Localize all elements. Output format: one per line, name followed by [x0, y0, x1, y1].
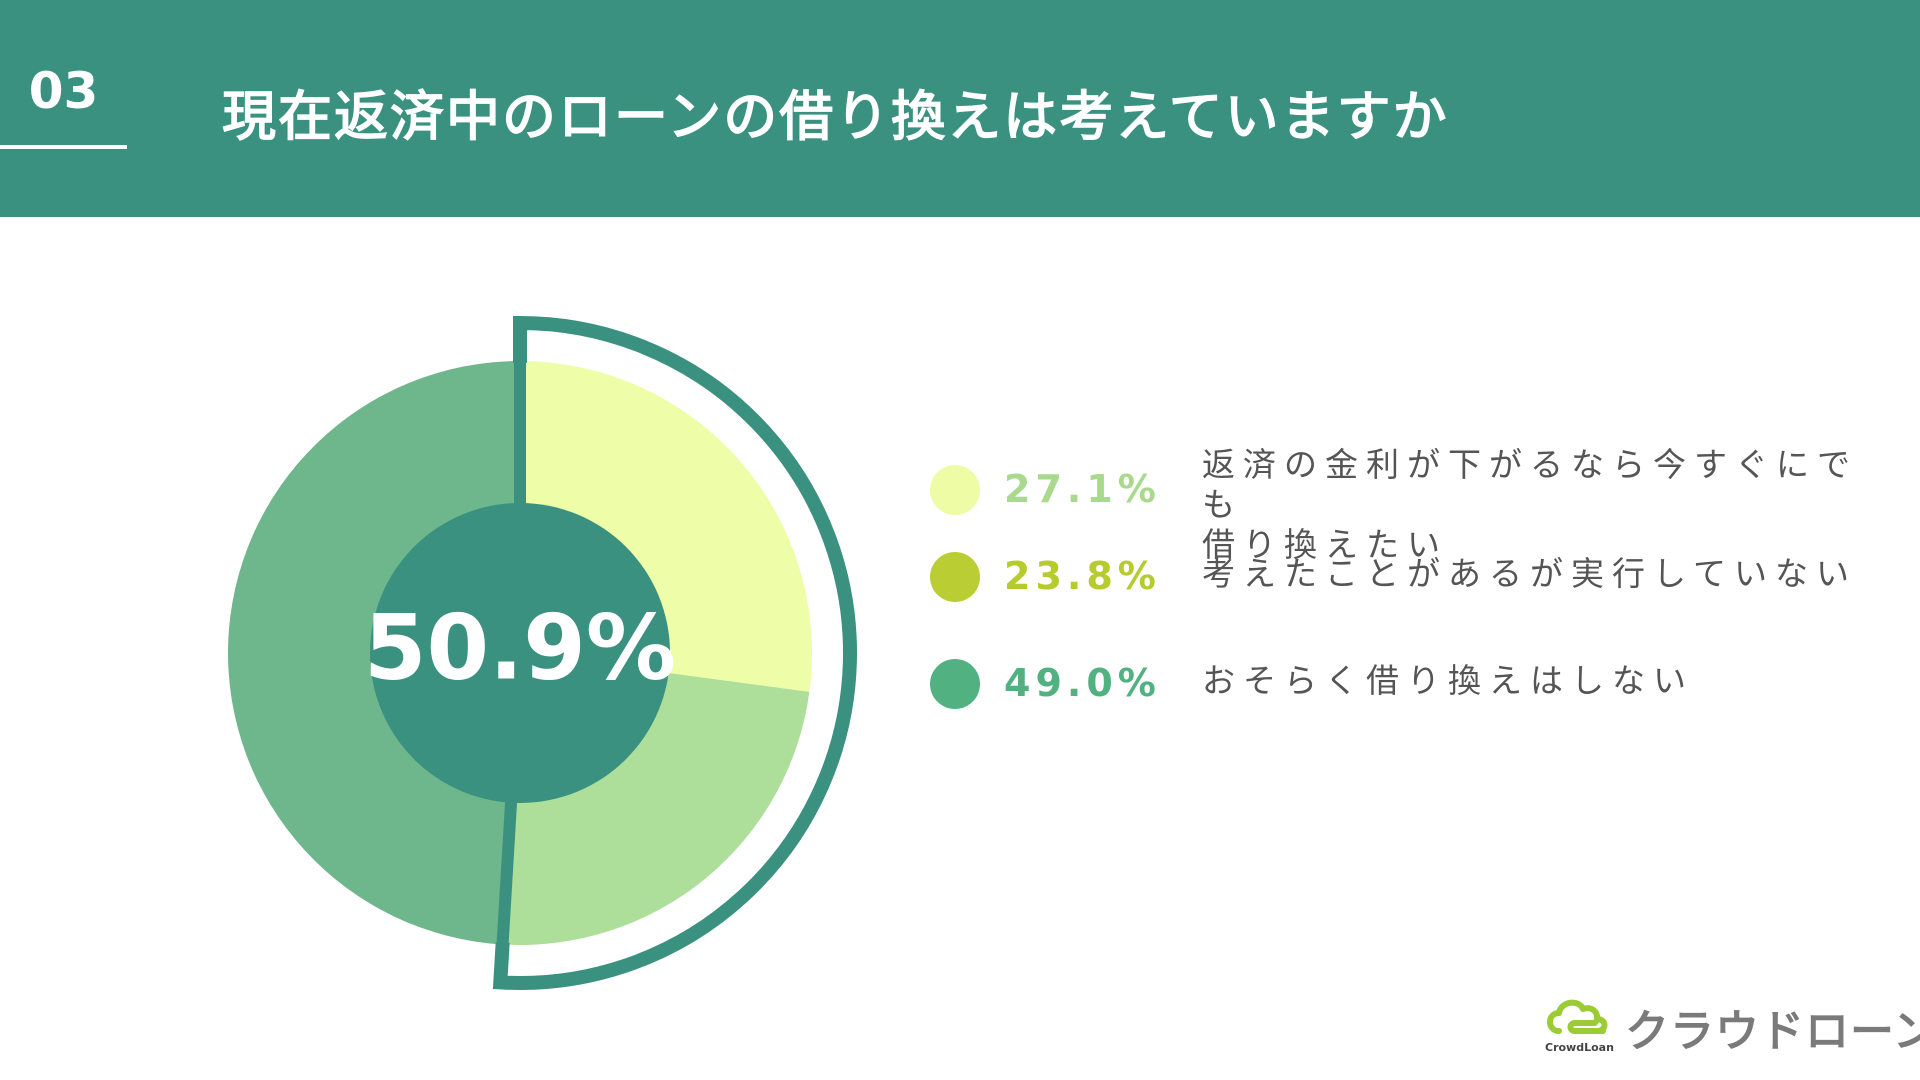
legend-dot [930, 552, 980, 602]
highlight-ring [492, 315, 857, 990]
legend-dot [930, 659, 980, 709]
legend-value: 49.0% [1004, 661, 1161, 705]
logo-subtext: CrowdLoan [1545, 1041, 1614, 1054]
legend-label: おそらく借り換えはしない [1202, 661, 1892, 701]
section-number: 03 [28, 62, 99, 120]
section-number-underline [0, 145, 127, 149]
logo-text: クラウドローン [1625, 1006, 1920, 1057]
header-bar: 03 現在返済中のローンの借り換えは考えていますか [0, 0, 1920, 217]
legend-value: 27.1% [1004, 467, 1161, 511]
legend-label-line: 考えたことがあるが実行していない [1202, 554, 1858, 593]
legend-dot [930, 465, 980, 515]
brand-logo: クラウドローン CrowdLoan [1545, 995, 1920, 1057]
page-title: 現在返済中のローンの借り換えは考えていますか [222, 85, 1449, 148]
legend-label: 返済の金利が下がるなら今すぐにでも 借り換えたい [1202, 445, 1892, 565]
legend-label: 考えたことがあるが実行していない [1202, 554, 1892, 594]
cloud-logo-icon [1547, 999, 1608, 1034]
slice-divider [496, 797, 518, 945]
center-circle [370, 503, 670, 803]
legend-label-line: 借り換えたい [1202, 525, 1448, 564]
legend-value: 23.8% [1004, 554, 1161, 598]
center-value: 50.9% [364, 596, 676, 701]
legend-label-line: 返済の金利が下がるなら今すぐにでも [1202, 445, 1858, 524]
legend-label-line: おそらく借り換えはしない [1202, 661, 1694, 700]
